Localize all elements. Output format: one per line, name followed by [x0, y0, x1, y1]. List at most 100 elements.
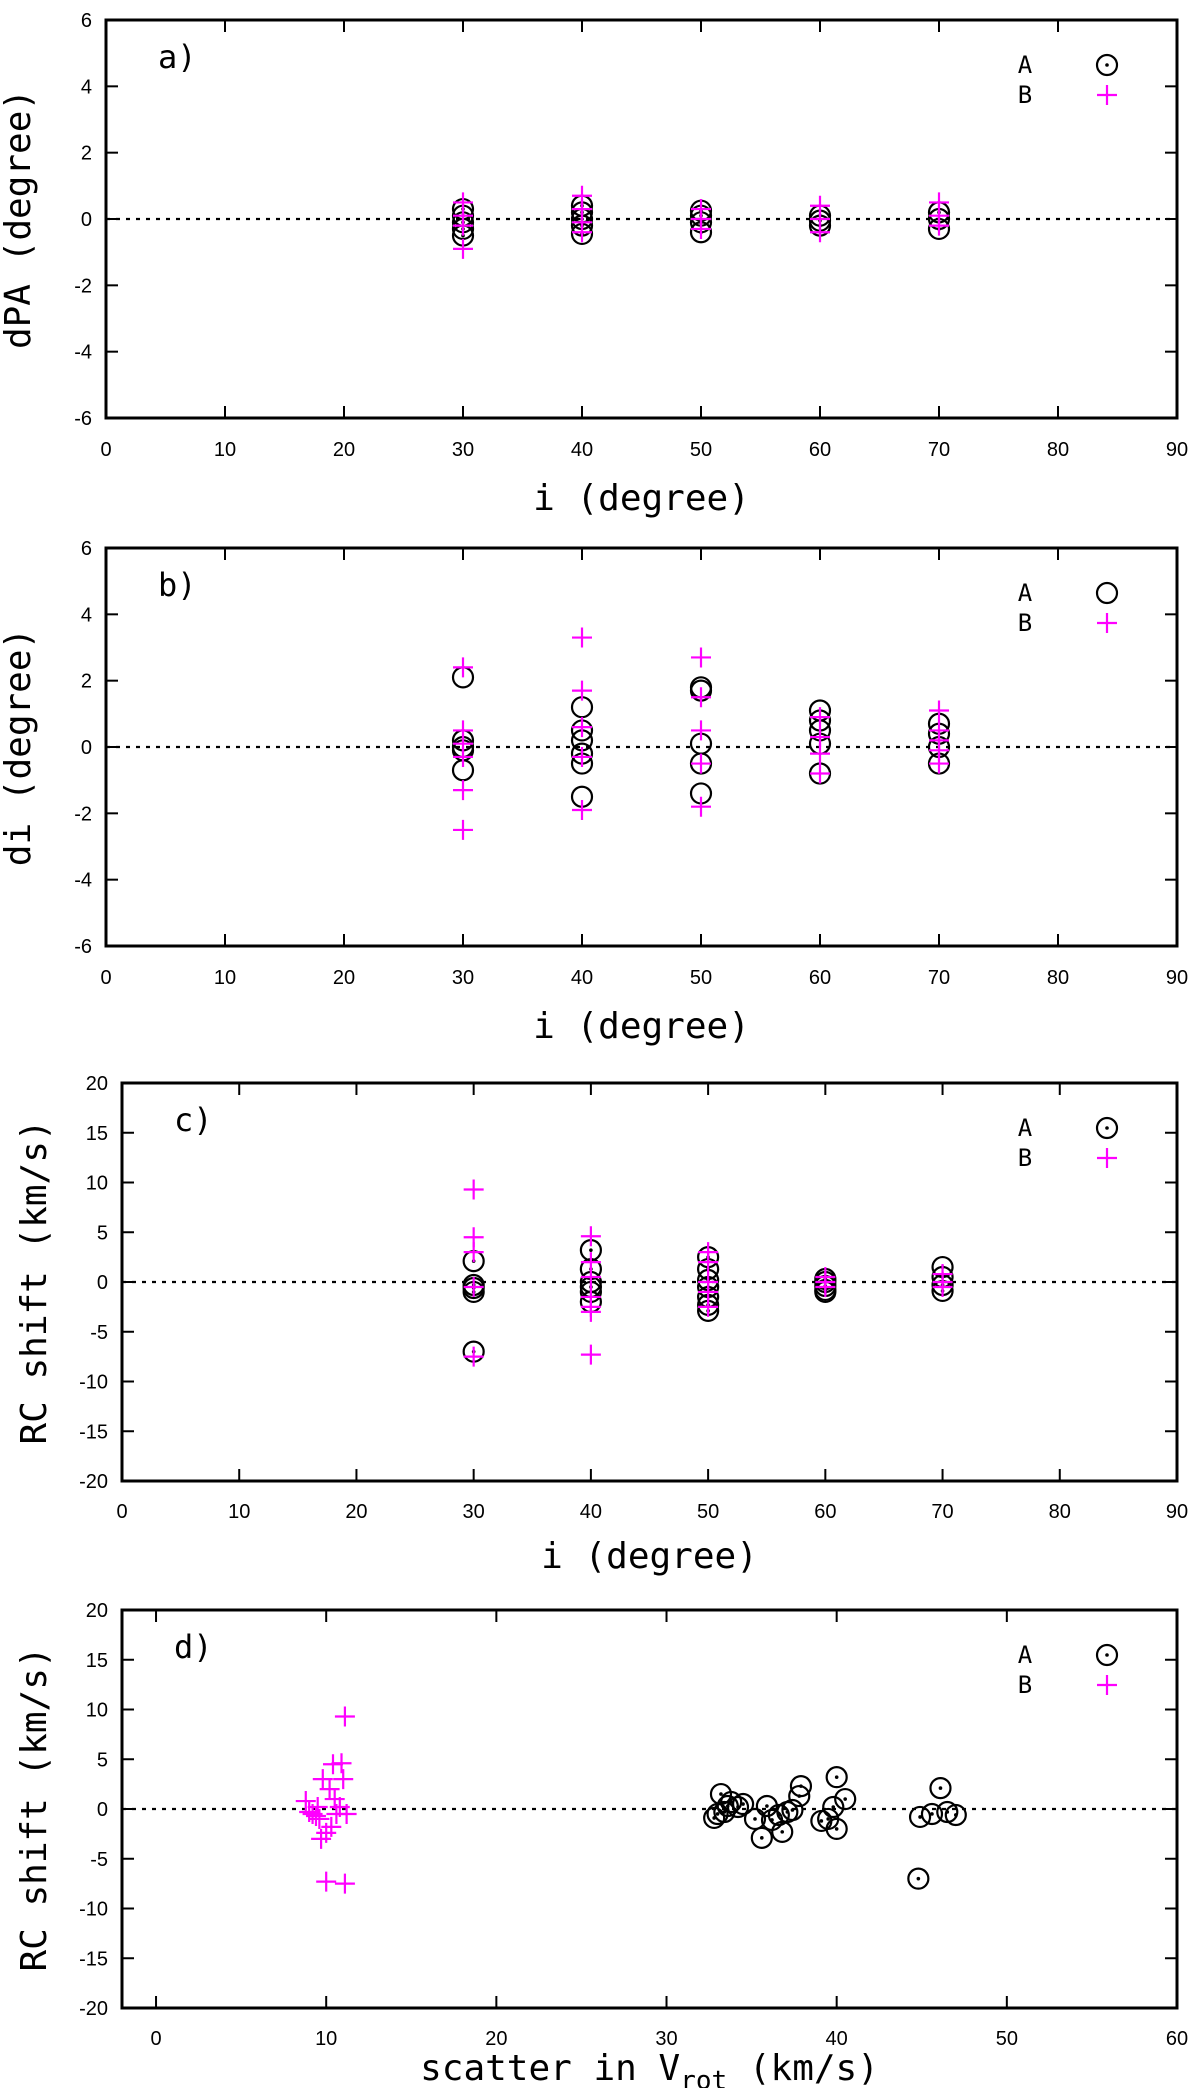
data-point-B [698, 1296, 719, 1317]
legend-marker-B [1097, 1148, 1117, 1168]
x-tick-label: 70 [928, 439, 950, 461]
legend-marker-A [1095, 581, 1119, 605]
y-tick-label: 6 [81, 10, 92, 32]
data-point-B [321, 1816, 342, 1837]
legend-label-B: B [1018, 81, 1032, 109]
data-point-B [334, 1873, 355, 1894]
data-point-B [580, 1301, 601, 1322]
panel-label: b) [158, 566, 197, 604]
data-point-B [453, 238, 473, 259]
y-tick-label: 6 [81, 538, 92, 560]
y-tick-label: -5 [90, 1322, 108, 1344]
y-tick-label: -10 [79, 1372, 108, 1394]
data-point-B [580, 1267, 601, 1288]
data-point-B [929, 753, 949, 774]
x-tick-label: 30 [452, 439, 474, 461]
data-point-B [691, 720, 711, 741]
legend-marker-B [1097, 85, 1117, 105]
y-tick-label: -10 [79, 1899, 108, 1921]
data-point-B [453, 657, 473, 678]
y-tick-label: 0 [97, 1272, 108, 1294]
legend-label-B: B [1018, 1671, 1032, 1699]
data-point-B [463, 1276, 484, 1297]
data-point-B [929, 700, 949, 721]
data-point-B [691, 218, 711, 239]
data-point-A [822, 1795, 845, 1819]
x-tick-label: 20 [333, 439, 355, 461]
series-B [453, 627, 949, 840]
y-tick-label: 20 [86, 1073, 108, 1095]
y-tick-label: -2 [74, 275, 92, 297]
data-point-B [572, 717, 592, 738]
x-tick-label: 10 [228, 1501, 250, 1523]
data-point-A [825, 1817, 848, 1841]
legend-label-A: A [1018, 1641, 1033, 1669]
data-point-B [580, 1226, 601, 1247]
data-point-B [331, 1753, 352, 1774]
series-A [703, 1766, 967, 1890]
data-point-A [731, 1792, 755, 1816]
data-point-B [810, 763, 830, 784]
legend-marker-A [1095, 1116, 1119, 1140]
y-tick-label: 10 [86, 1173, 108, 1195]
data-point-A [781, 1798, 804, 1822]
y-tick-label: 10 [86, 1700, 108, 1722]
x-tick-label: 60 [814, 1501, 836, 1523]
data-point-A [726, 1795, 750, 1819]
y-tick-label: 4 [81, 604, 92, 626]
data-point-B [336, 1803, 357, 1824]
y-tick-label: -20 [79, 1998, 108, 2020]
x-tick-label: 90 [1166, 439, 1188, 461]
data-point-B [463, 1179, 484, 1200]
y-tick-label: 2 [81, 671, 92, 693]
data-point-A [929, 1777, 952, 1800]
x-tick-label: 50 [690, 439, 712, 461]
y-tick-label: 15 [86, 1123, 108, 1145]
data-point-B [453, 780, 473, 801]
x-tick-label: 80 [1047, 439, 1069, 461]
data-point-A [825, 1766, 848, 1789]
data-point-A [907, 1867, 930, 1890]
y-tick-label: -5 [90, 1849, 108, 1871]
data-point-B [932, 1276, 953, 1297]
panel-a: 0 10 20 30 40 50 60 70 80 90 -6 -4 -2 0 2 4 6 a) ABi (degr… [0, 10, 1188, 519]
legend-marker-B [1097, 1675, 1117, 1695]
y-tick-label: -2 [74, 803, 92, 825]
x-tick-label: 20 [485, 2028, 507, 2050]
x-tick-label: 70 [931, 1501, 953, 1523]
y-tick-label: -4 [74, 342, 92, 364]
data-point-A [771, 1820, 794, 1843]
data-point-B [305, 1805, 326, 1826]
x-tick-label: 40 [580, 1501, 602, 1523]
x-axis-label: i (degree) [533, 1006, 750, 1047]
series-B [295, 1706, 357, 1894]
y-tick-label: -6 [74, 936, 92, 958]
panel-d: 0 10 20 30 40 50 60 -20 -15 -10 -5 0 5 10 15 20 d) ABscat… [14, 1600, 1188, 2088]
x-axis-label: scatter in Vrot (km/s) [420, 2048, 879, 2088]
y-axis-label: RC shift (km/s) [14, 1119, 55, 1444]
legend-label-A: A [1018, 579, 1033, 607]
data-point-B [453, 746, 473, 767]
data-point-B [307, 1797, 328, 1818]
plot-frame [120, 1081, 1179, 1483]
x-axis-label: i (degree) [541, 1536, 758, 1577]
data-point-A [750, 1826, 773, 1849]
data-point-A [908, 1805, 932, 1829]
x-tick-label: 80 [1047, 967, 1069, 989]
x-tick-label: 60 [809, 967, 831, 989]
y-tick-label: -15 [79, 1948, 108, 1970]
legend-label-B: B [1018, 1144, 1032, 1172]
x-tick-label: 0 [100, 967, 111, 989]
panel-label: d) [174, 1628, 213, 1666]
data-point-B [691, 687, 711, 708]
data-point-B [463, 1242, 484, 1263]
data-point-B [333, 1769, 354, 1790]
y-tick-label: 20 [86, 1600, 108, 1622]
y-tick-label: 0 [81, 737, 92, 759]
x-tick-label: 0 [150, 2028, 161, 2050]
data-point-A [944, 1803, 967, 1827]
panel-c: 0 10 20 30 40 50 60 70 80 90 -20 -15 -10 -5 0 5 10 15 20 c)… [14, 1073, 1188, 1577]
data-point-B [572, 627, 592, 648]
y-tick-label: 4 [81, 76, 92, 98]
y-tick-label: 5 [97, 1749, 108, 1771]
